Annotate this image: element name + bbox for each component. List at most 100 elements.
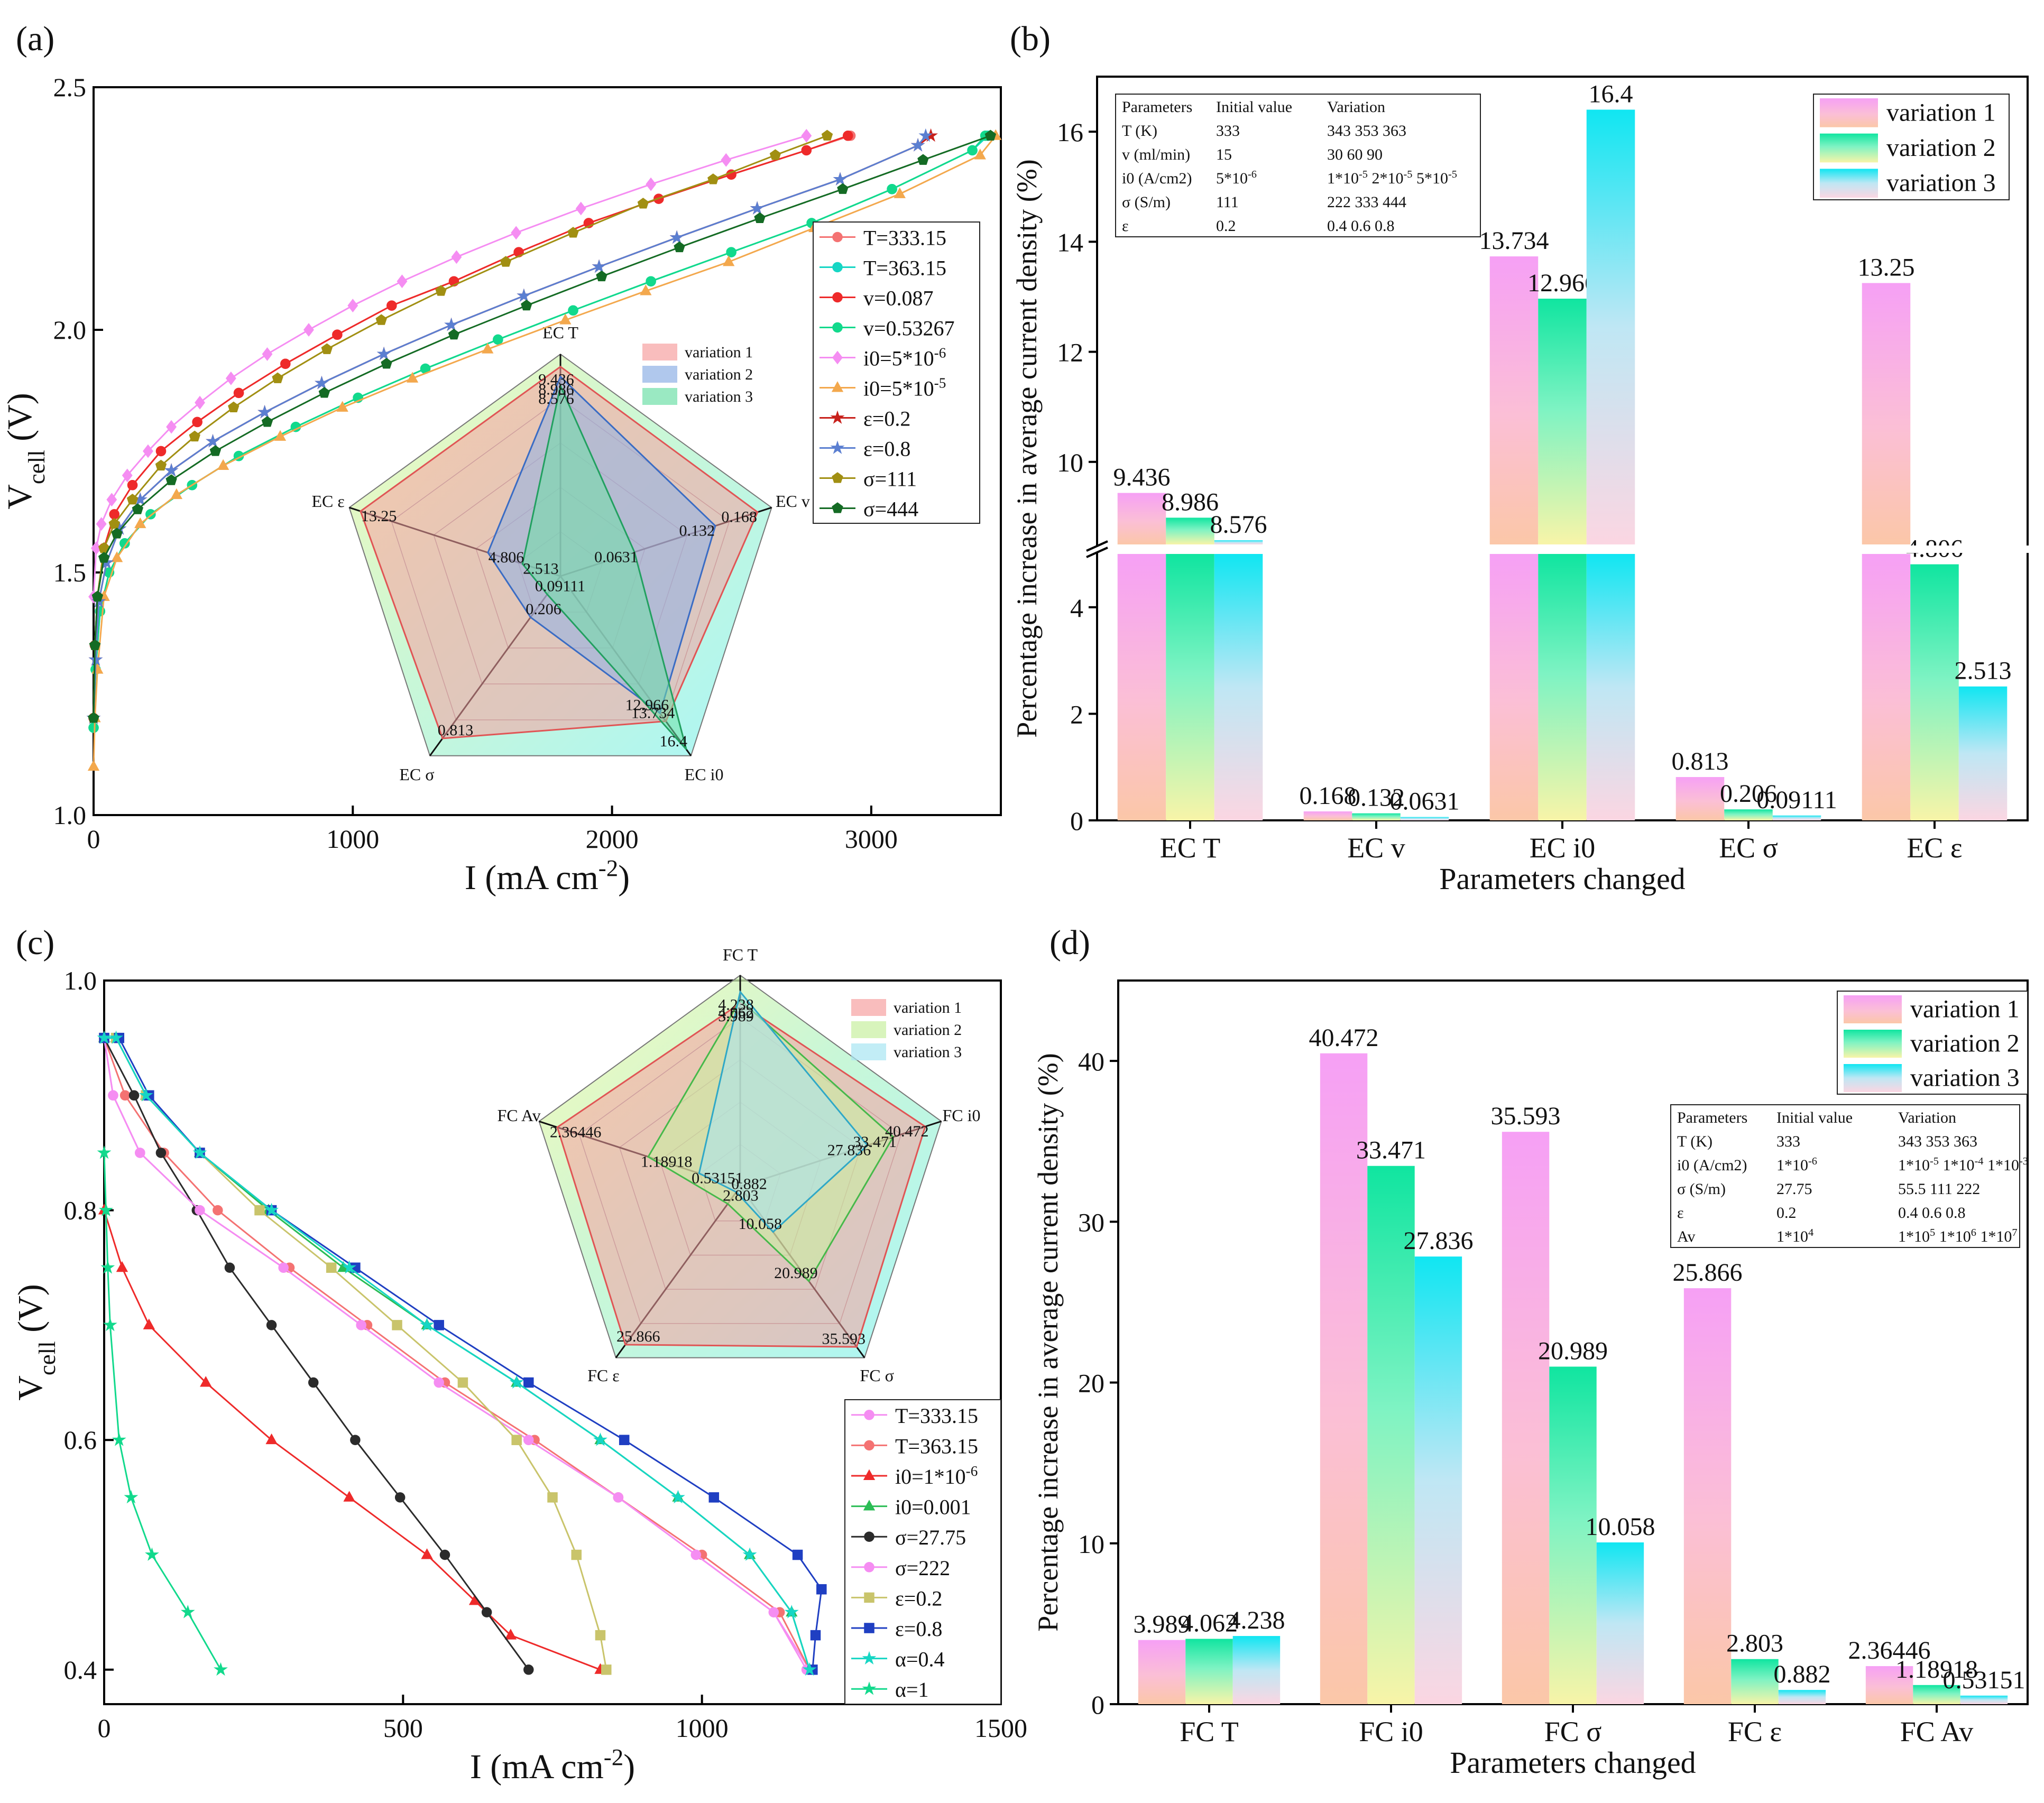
y-tick-label: 20 xyxy=(1078,1369,1104,1398)
data-point xyxy=(481,1607,492,1617)
radar-legend-label: variation 1 xyxy=(894,999,962,1016)
table-cell: i0 (A/cm2) xyxy=(1677,1157,1747,1174)
text-part: i0=1*10 xyxy=(895,1465,966,1488)
data-point xyxy=(209,445,222,456)
text-part: ) xyxy=(623,1747,635,1786)
bar-value-label: 8.986 xyxy=(1162,488,1219,516)
data-point xyxy=(217,459,229,470)
data-point xyxy=(342,1260,356,1274)
legend-label: σ=222 xyxy=(895,1556,950,1580)
data-point xyxy=(126,494,139,505)
bar-value-label: 35.593 xyxy=(1491,1102,1561,1130)
text-part: 343 353 363 xyxy=(1898,1133,1977,1150)
bar-value-label: 27.836 xyxy=(1403,1227,1473,1255)
radar-axis-label: EC ε xyxy=(311,492,344,511)
text-part: α=1 xyxy=(895,1678,929,1702)
superscript: 5 xyxy=(1930,1227,1935,1238)
radar-value-label: 33.471 xyxy=(853,1133,897,1151)
data-point xyxy=(166,420,177,434)
text-part: 1*10 xyxy=(1935,1228,1971,1245)
data-point xyxy=(595,1630,606,1641)
category-label: FC Av xyxy=(1900,1716,1974,1747)
y-axis-label: Vcell (V) xyxy=(1,393,50,510)
bar xyxy=(1862,554,1911,820)
radar-legend-swatch xyxy=(642,388,677,405)
data-point xyxy=(155,446,167,457)
bar xyxy=(1117,493,1166,544)
x-tick-label: 1500 xyxy=(974,1713,1027,1743)
data-point xyxy=(547,1492,558,1503)
data-point xyxy=(91,590,104,602)
table-cell: 0.4 0.6 0.8 xyxy=(1898,1204,1966,1222)
data-point xyxy=(918,128,933,142)
data-point xyxy=(109,509,119,520)
data-point xyxy=(613,1492,624,1503)
radar-value-label: 3.989 xyxy=(718,1007,754,1025)
radar-value-label: 0.168 xyxy=(721,508,757,526)
radar-axis-label: FC Av xyxy=(497,1106,540,1125)
table-header: Initial value xyxy=(1216,98,1292,116)
bar xyxy=(1538,299,1587,544)
x-axis-label: Parameters changed xyxy=(1450,1745,1696,1780)
superscript: -5 xyxy=(1404,169,1413,180)
bar xyxy=(1232,1636,1281,1704)
radar-value-label: 16.4 xyxy=(659,733,687,750)
bar xyxy=(1117,554,1166,820)
radar-legend-swatch xyxy=(851,1021,886,1038)
x-axis-label: Parameters changed xyxy=(1439,862,1685,896)
bar-value-label: 9.436 xyxy=(1113,464,1170,492)
text-part: 0.4 0.6 0.8 xyxy=(1327,217,1395,235)
bar xyxy=(1214,540,1263,544)
superscript: -6 xyxy=(934,345,946,361)
data-point xyxy=(894,187,906,198)
table-cell: 1*104 xyxy=(1776,1227,1813,1245)
text-part: 30 60 90 xyxy=(1327,146,1383,163)
data-point xyxy=(122,468,133,483)
bar xyxy=(1320,1053,1368,1704)
data-point xyxy=(592,259,606,273)
data-point xyxy=(224,1262,235,1273)
data-point xyxy=(124,1490,139,1504)
radar-value-label: 0.132 xyxy=(679,522,715,540)
legend-label: v=0.087 xyxy=(863,286,934,310)
data-point xyxy=(742,1547,757,1561)
axis-break-gap xyxy=(1081,545,2043,553)
bar-value-label: 0.0631 xyxy=(1390,788,1460,816)
table-cell: σ (S/m) xyxy=(1677,1180,1726,1198)
radar-value-label: 0.53151 xyxy=(692,1170,743,1187)
text-part: ε=0.8 xyxy=(895,1617,942,1641)
bar xyxy=(1185,1639,1233,1704)
data-point xyxy=(88,712,99,723)
bar xyxy=(1166,554,1214,820)
data-point xyxy=(376,346,391,360)
data-point xyxy=(482,343,494,354)
data-point xyxy=(89,639,101,650)
superscript: -6 xyxy=(1248,169,1257,180)
y-tick-label: 12 xyxy=(1057,338,1083,367)
bar-value-label: 2.36446 xyxy=(1848,1636,1931,1665)
bar-value-label: 4.062 xyxy=(1181,1609,1238,1637)
bar xyxy=(1489,554,1539,820)
bar-value-label: 0.813 xyxy=(1671,747,1728,775)
data-point xyxy=(257,404,272,419)
text-part: i0 (A/cm2) xyxy=(1677,1157,1747,1174)
text-part: 1*10 xyxy=(1984,1157,2020,1174)
radar-value-label: 1.18918 xyxy=(641,1153,693,1170)
text-part: 111 xyxy=(1216,193,1239,211)
bar xyxy=(1214,554,1263,820)
data-point xyxy=(274,430,287,441)
bar xyxy=(1772,815,1821,820)
data-point xyxy=(261,416,273,427)
data-point xyxy=(386,300,397,311)
table-cell: 1*105 1*106 1*107 xyxy=(1898,1227,2018,1245)
y-tick-label: 10 xyxy=(1057,448,1083,477)
text-part: 343 353 363 xyxy=(1327,122,1406,140)
text-part: 1*10 xyxy=(1976,1228,2012,1245)
data-point xyxy=(523,1435,534,1445)
superscript: -5 xyxy=(934,375,946,391)
x-tick-label: 1000 xyxy=(326,824,379,854)
data-point xyxy=(262,347,273,361)
data-point xyxy=(180,1605,195,1619)
data-point xyxy=(165,474,177,485)
y-tick-label: 16 xyxy=(1057,117,1083,147)
